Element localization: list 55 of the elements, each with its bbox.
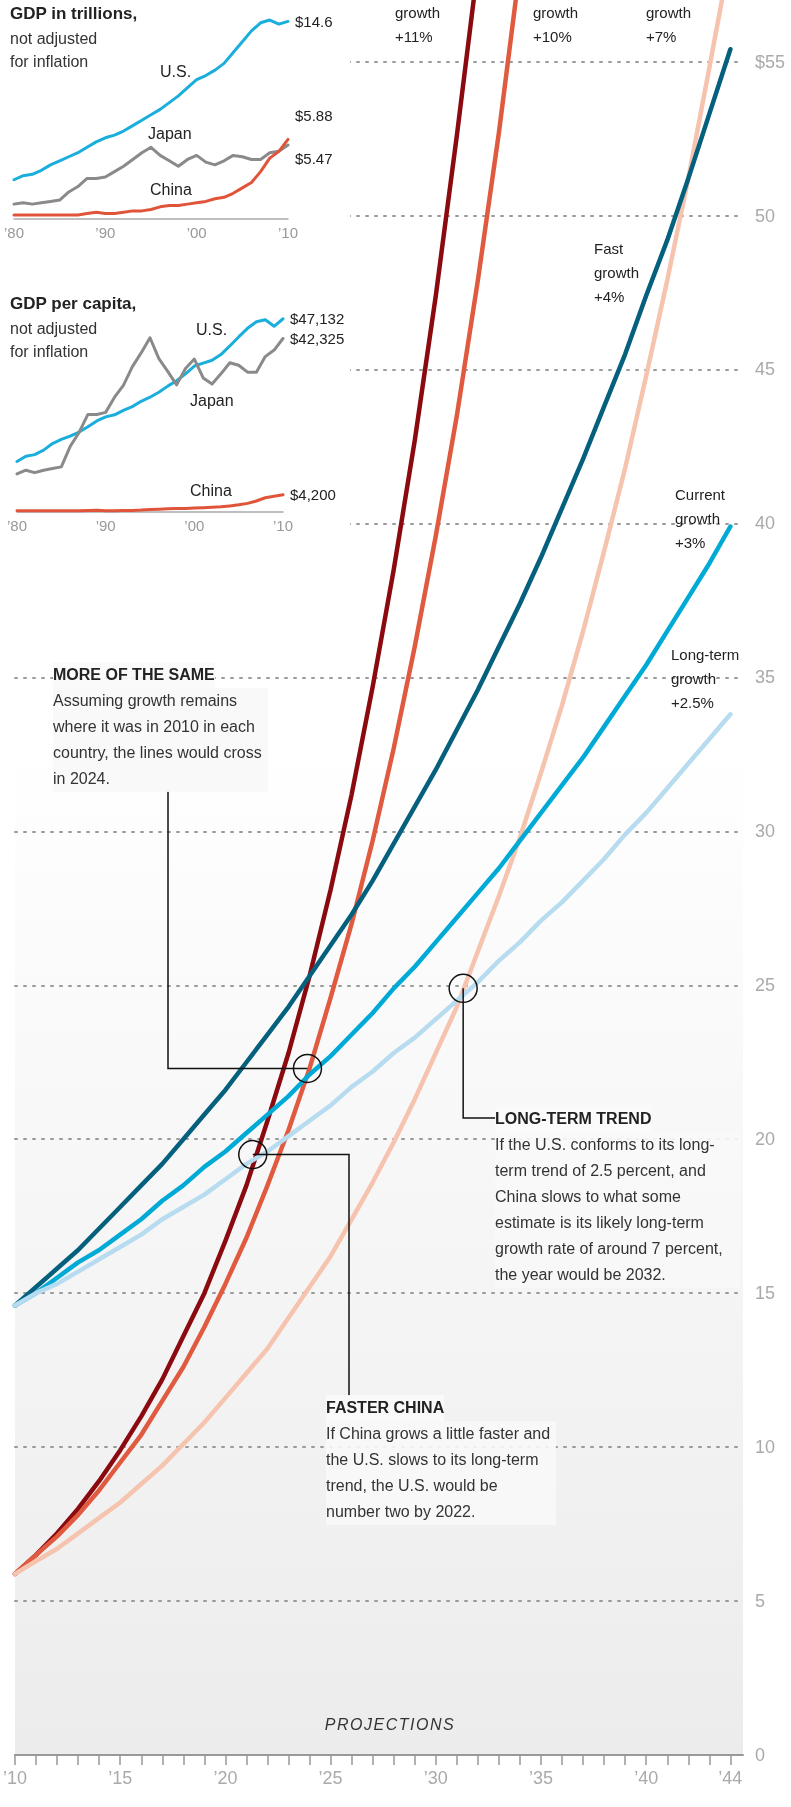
y-tick-label: 5 <box>755 1591 766 1612</box>
annotation: LONG-TERM TREND If the U.S. conforms to its long-term trend of 2.5 percent, and China slows to what some estimate is its likely long-term growth rate of around 7 percent, the year would be 2032. <box>495 1109 724 1285</box>
series-label: Long-term growth +2.5% <box>671 645 740 713</box>
y-tick-label: 15 <box>755 1283 776 1304</box>
series-label: Japan <box>190 391 234 411</box>
x-tick-label: ’10 <box>2 1768 28 1788</box>
x-tick-label: ’80 <box>3 224 25 241</box>
y-tick-label: 40 <box>755 513 776 534</box>
y-tick-label: 35 <box>755 667 776 688</box>
series-label: Current growth +3% <box>675 485 726 553</box>
x-tick-label: ’10 <box>277 224 299 241</box>
y-tick-label: $55 <box>755 51 786 72</box>
chart-title: GDP per capita, <box>10 294 137 314</box>
data-label: $14.6 <box>295 12 333 30</box>
x-tick-label: ’15 <box>108 1768 133 1788</box>
annotation: FASTER CHINA If China grows a little faster and the U.S. slows to its long-term trend, the U.S. would be number two by 2022. <box>326 1398 552 1522</box>
data-label: $4,200 <box>290 486 336 504</box>
x-tick-label: ’35 <box>529 1768 554 1788</box>
series-label: U.S. <box>196 320 228 340</box>
text: not adjusted for inflation <box>10 319 99 362</box>
series-label: Japan <box>148 124 192 144</box>
series-label: Fast growth +4% <box>594 239 640 307</box>
x-tick-label: ’10 <box>272 517 294 534</box>
data-label: $5.47 <box>295 150 333 168</box>
series-label: China <box>190 481 232 501</box>
x-tick-label: ’30 <box>423 1768 448 1788</box>
y-tick-label: 25 <box>755 975 776 996</box>
x-tick-label: ’90 <box>95 517 116 534</box>
series-label: growth +11% <box>395 3 441 47</box>
y-tick-label: 0 <box>755 1745 766 1765</box>
x-tick-label: ’44 <box>718 1768 743 1788</box>
y-tick-label: 45 <box>755 359 776 380</box>
series-label: growth +10% <box>533 3 579 47</box>
x-tick-label: ’20 <box>213 1768 238 1788</box>
series-label: U.S. <box>160 62 192 82</box>
text: not adjusted for inflation <box>10 29 99 72</box>
x-tick-label: ’00 <box>186 224 207 241</box>
y-tick-label: 30 <box>755 821 776 842</box>
data-label: $5.88 <box>295 106 333 124</box>
series-label: China <box>150 180 192 200</box>
annotation: PROJECTIONS <box>324 1716 456 1734</box>
line-series <box>12 712 733 1308</box>
x-tick-label: ’40 <box>634 1768 659 1788</box>
series-label: growth +7% <box>646 3 692 47</box>
x-tick-label: ’80 <box>6 517 28 534</box>
x-tick-label: ’25 <box>318 1768 343 1788</box>
data-label: $42,325 <box>290 329 345 347</box>
x-tick-label: ’00 <box>184 517 205 534</box>
y-tick-label: 50 <box>755 205 776 226</box>
annotation: MORE OF THE SAME Assuming growth remains where it was in 2010 in each country, the lines would cross in 2024. <box>53 665 263 789</box>
x-tick-label: ’90 <box>95 224 116 241</box>
data-label: $47,132 <box>290 310 345 328</box>
y-tick-label: 10 <box>755 1437 776 1458</box>
y-tick-label: 20 <box>755 1129 776 1150</box>
chart-title: GDP in trillions, <box>10 4 138 24</box>
